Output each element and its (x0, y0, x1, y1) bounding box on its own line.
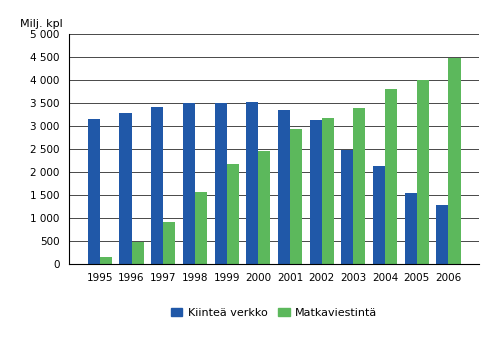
Bar (247, 102, 258, 264)
Bar (120, 113, 131, 264)
Legend: Kiinteä verkko, Matkaviestintä: Kiinteä verkko, Matkaviestintä (166, 304, 382, 322)
Bar (88, 119, 100, 264)
Bar (437, 205, 449, 264)
Bar (131, 242, 144, 264)
Bar (373, 166, 385, 264)
Bar (353, 108, 366, 264)
Bar (214, 103, 227, 264)
Bar (417, 80, 429, 264)
Bar (449, 58, 460, 264)
Bar (100, 257, 112, 264)
Bar (195, 192, 207, 264)
Bar (163, 222, 175, 264)
Bar (183, 103, 195, 264)
Bar (290, 129, 302, 264)
Bar (258, 151, 270, 264)
Bar (278, 110, 290, 264)
Bar (322, 118, 334, 264)
Bar (227, 164, 239, 264)
Bar (405, 193, 417, 264)
Bar (385, 89, 397, 264)
Bar (151, 107, 163, 264)
Text: Milj. kpl: Milj. kpl (20, 19, 63, 29)
Bar (310, 120, 322, 264)
Bar (341, 150, 353, 264)
